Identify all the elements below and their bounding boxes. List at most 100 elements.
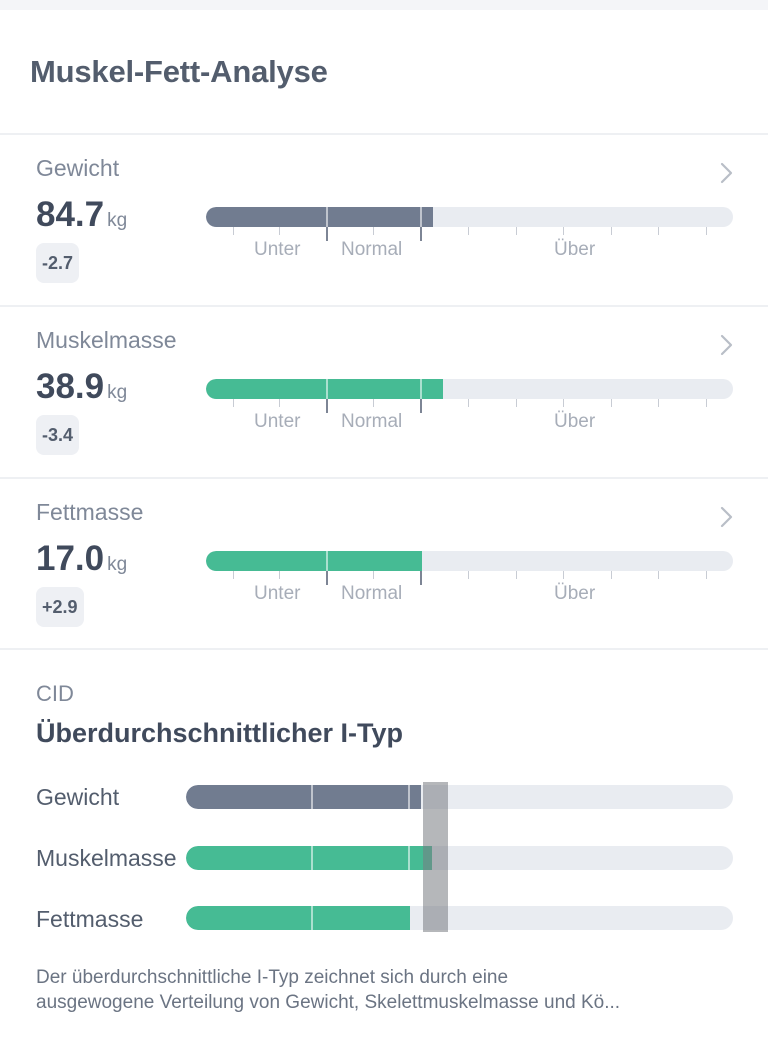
zone-separator — [326, 551, 328, 571]
scale-major-tick — [420, 227, 422, 241]
cid-row-label-fat: Fettmasse — [36, 906, 144, 932]
cid-bar-fill — [186, 785, 422, 809]
cid-type-title: Überdurchschnittlicher I-Typ — [36, 718, 404, 748]
metric-unit: kg — [107, 554, 128, 575]
scale-tick — [658, 571, 659, 579]
metric-value: 38.9 — [36, 367, 105, 406]
metric-unit: kg — [107, 210, 128, 231]
cid-zone-separator — [311, 906, 313, 930]
cid-bar-muscle — [186, 846, 733, 870]
metric-unit: kg — [107, 382, 128, 403]
scale-tick — [233, 227, 234, 235]
divider — [0, 305, 768, 307]
scale-tick — [373, 399, 374, 407]
range-bar — [206, 207, 733, 227]
scale-tick — [563, 571, 564, 579]
cid-zone-separator — [408, 846, 410, 870]
scale-tick — [233, 399, 234, 407]
cid-label: CID — [36, 681, 74, 706]
scale-tick — [706, 399, 707, 407]
metric-label: Muskelmasse — [36, 327, 177, 353]
scale-tick — [516, 399, 517, 407]
zone-label-over: Über — [554, 583, 596, 604]
range-bar — [206, 379, 733, 399]
chevron-right-icon[interactable] — [716, 161, 736, 185]
cid-zone-separator — [311, 846, 313, 870]
scale-major-tick — [420, 399, 422, 413]
delta-badge: -2.7 — [36, 243, 80, 283]
scale-tick — [468, 227, 469, 235]
scale-tick — [611, 399, 612, 407]
range-bar-fill — [206, 551, 423, 571]
cid-row-label-muscle: Muskelmasse — [36, 845, 177, 871]
cid-row-label-weight: Gewicht — [36, 784, 120, 810]
metric-card-weight[interactable]: Gewicht 84.7 kg -2.7 Unter Normal Über — [0, 135, 768, 305]
scale-major-tick — [326, 227, 328, 241]
scale-tick — [563, 227, 564, 235]
top-strip — [0, 0, 768, 10]
range-scale — [206, 571, 733, 585]
metric-value: 17.0 — [36, 539, 105, 578]
chevron-right-icon[interactable] — [716, 333, 736, 357]
metric-card-fat[interactable]: Fettmasse 17.0 kg +2.9 Unter Normal Über — [0, 479, 768, 649]
cid-bar-fill — [186, 906, 411, 930]
scale-tick — [611, 227, 612, 235]
zone-label-normal: Normal — [341, 239, 403, 260]
scale-tick — [706, 571, 707, 579]
zone-label-normal: Normal — [341, 411, 403, 432]
zone-label-over: Über — [554, 411, 596, 432]
zone-label-under: Unter — [254, 239, 301, 260]
metric-label: Gewicht — [36, 155, 120, 181]
scale-tick — [279, 571, 280, 579]
metric-value-row: 84.7 kg — [36, 195, 127, 235]
range-bar-fill — [206, 207, 433, 227]
zone-separator — [326, 379, 328, 399]
range-bar — [206, 551, 733, 571]
scale-tick — [516, 227, 517, 235]
cid-reference-marker — [423, 782, 448, 932]
scale-tick — [706, 227, 707, 235]
scale-tick — [373, 571, 374, 579]
cid-bar-fill — [186, 846, 433, 870]
range-scale — [206, 399, 733, 413]
page-title: Muskel-Fett-Analyse — [30, 54, 328, 89]
cid-description-line: ausgewogene Verteilung von Gewicht, Skel… — [36, 992, 621, 1013]
scale-tick — [279, 399, 280, 407]
metric-value-row: 38.9 kg — [36, 367, 127, 407]
scale-major-tick — [326, 571, 328, 585]
scale-major-tick — [326, 399, 328, 413]
cid-bar-fat — [186, 906, 733, 930]
scale-tick — [658, 227, 659, 235]
range-bar-fill — [206, 379, 444, 399]
divider — [0, 648, 768, 650]
cid-zone-separator — [408, 785, 410, 809]
cid-description: Der überdurchschnittliche I-Typ zeichnet… — [36, 965, 736, 1015]
scale-tick — [563, 399, 564, 407]
metric-value-row: 17.0 kg — [36, 539, 127, 579]
scale-tick — [611, 571, 612, 579]
scale-tick — [233, 571, 234, 579]
delta-badge: +2.9 — [36, 587, 84, 627]
metric-card-muscle[interactable]: Muskelmasse 38.9 kg -3.4 Unter Normal Übe… — [0, 307, 768, 477]
metric-label: Fettmasse — [36, 499, 144, 525]
zone-separator — [420, 379, 422, 399]
chevron-right-icon[interactable] — [716, 505, 736, 529]
delta-badge: -3.4 — [36, 415, 80, 455]
scale-tick — [373, 227, 374, 235]
zone-label-normal: Normal — [341, 583, 403, 604]
range-scale — [206, 227, 733, 241]
scale-tick — [516, 571, 517, 579]
zone-label-under: Unter — [254, 411, 301, 432]
zone-label-under: Unter — [254, 583, 301, 604]
divider — [0, 477, 768, 479]
scale-major-tick — [420, 571, 422, 585]
zone-label-over: Über — [554, 239, 596, 260]
scale-tick — [658, 399, 659, 407]
cid-zone-separator — [311, 785, 313, 809]
cid-description-line: Der überdurchschnittliche I-Typ zeichnet… — [36, 967, 509, 988]
metric-value: 84.7 — [36, 195, 105, 234]
cid-bar-weight — [186, 785, 733, 809]
scale-tick — [468, 399, 469, 407]
scale-tick — [468, 571, 469, 579]
zone-separator — [326, 207, 328, 227]
